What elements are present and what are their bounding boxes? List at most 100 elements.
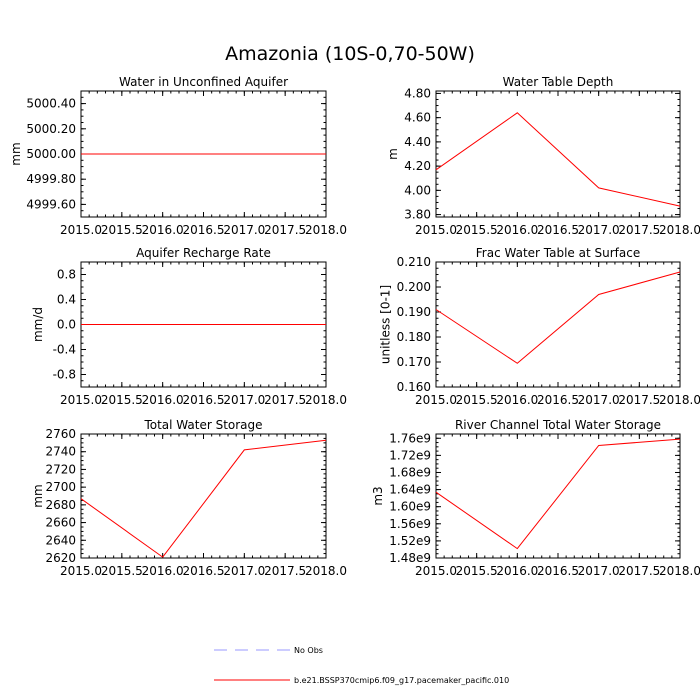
y-tick-label: 1.48e9 [389, 551, 431, 565]
y-tick-label: 4.60 [404, 111, 431, 125]
chart-panel-5: Total Water Storage2015.02015.52016.0201… [31, 418, 347, 578]
y-tick-label: 1.76e9 [389, 431, 431, 445]
x-tick-label: 2017.0 [578, 393, 620, 407]
x-tick-label: 2015.5 [456, 393, 498, 407]
x-tick-label: 2017.0 [578, 223, 620, 237]
y-tick-label: 1.72e9 [389, 448, 431, 462]
chart-panel-1: Water in Unconfined Aquifer2015.02015.52… [9, 75, 347, 237]
y-axis-label: m3 [371, 486, 385, 505]
chart-title: River Channel Total Water Storage [455, 418, 661, 432]
x-tick-label: 2015.5 [101, 393, 143, 407]
y-tick-label: 1.52e9 [389, 534, 431, 548]
x-tick-label: 2018.0 [659, 564, 700, 578]
chart-panel-3: Aquifer Recharge Rate2015.02015.52016.02… [31, 246, 347, 407]
y-tick-label: 4999.60 [26, 197, 76, 211]
y-tick-label: 4.40 [404, 135, 431, 149]
y-tick-label: 1.68e9 [389, 465, 431, 479]
plot-frame [435, 433, 681, 559]
y-tick-label: 2740 [45, 445, 76, 459]
x-tick-label: 2015.5 [456, 223, 498, 237]
chart-title: Frac Water Table at Surface [476, 246, 640, 260]
x-tick-label: 2016.0 [496, 223, 538, 237]
chart-title: Aquifer Recharge Rate [136, 246, 271, 260]
x-tick-label: 2017.5 [264, 223, 306, 237]
y-axis-label: mm/d [31, 307, 45, 342]
figure-title: Amazonia (10S-0,70-50W) [225, 43, 475, 65]
x-tick-label: 2015.5 [101, 564, 143, 578]
y-tick-label: 1.64e9 [389, 483, 431, 497]
y-tick-label: 2660 [45, 516, 76, 530]
y-tick-label: 2700 [45, 480, 76, 494]
y-axis-label: unitless [0-1] [379, 285, 393, 364]
x-tick-label: 2018.0 [659, 223, 700, 237]
y-tick-label: 0.170 [397, 355, 431, 369]
y-tick-label: 0.8 [57, 268, 76, 282]
y-tick-label: 4.00 [404, 183, 431, 197]
y-tick-label: 0.180 [397, 330, 431, 344]
legend-no-obs-label: No Obs [294, 646, 323, 655]
x-tick-label: 2015.0 [415, 393, 457, 407]
y-tick-label: 5000.20 [26, 122, 76, 136]
y-tick-label: 2680 [45, 498, 76, 512]
y-tick-label: 4.80 [404, 86, 431, 100]
x-tick-label: 2016.0 [142, 564, 184, 578]
x-tick-label: 2015.5 [456, 564, 498, 578]
y-tick-label: 2760 [45, 427, 76, 441]
y-tick-label: 0.190 [397, 305, 431, 319]
x-tick-label: 2017.0 [578, 564, 620, 578]
x-tick-label: 2017.5 [618, 564, 660, 578]
x-tick-label: 2015.0 [415, 564, 457, 578]
x-tick-label: 2015.0 [60, 393, 102, 407]
x-tick-label: 2017.5 [618, 223, 660, 237]
x-tick-label: 2015.0 [60, 564, 102, 578]
chart-panels: Water in Unconfined Aquifer2015.02015.52… [9, 75, 700, 578]
y-tick-label: -0.8 [53, 368, 76, 382]
y-axis-label: mm [31, 484, 45, 507]
chart-panel-6: River Channel Total Water Storage2015.02… [371, 418, 700, 578]
x-tick-label: 2018.0 [305, 564, 347, 578]
x-tick-label: 2015.0 [60, 223, 102, 237]
y-tick-label: 5000.00 [26, 147, 76, 161]
chart-panel-4: Frac Water Table at Surface2015.02015.52… [379, 246, 700, 407]
x-tick-label: 2016.5 [183, 393, 225, 407]
x-tick-label: 2015.5 [101, 223, 143, 237]
x-tick-label: 2015.0 [415, 223, 457, 237]
x-tick-label: 2016.5 [537, 223, 579, 237]
y-tick-label: 1.60e9 [389, 500, 431, 514]
x-tick-label: 2016.0 [142, 223, 184, 237]
x-tick-label: 2016.0 [496, 393, 538, 407]
x-tick-label: 2018.0 [305, 223, 347, 237]
y-tick-label: 2720 [45, 462, 76, 476]
legend: No Obs b.e21.BSSP370cmip6.f09_g17.pacema… [214, 646, 509, 685]
x-tick-label: 2016.5 [183, 564, 225, 578]
y-axis-label: m [386, 148, 400, 160]
x-tick-label: 2017.5 [264, 393, 306, 407]
y-tick-label: 4999.80 [26, 172, 76, 186]
x-tick-label: 2017.5 [264, 564, 306, 578]
y-tick-label: 2640 [45, 533, 76, 547]
series-line [435, 438, 681, 550]
y-tick-label: -0.4 [53, 343, 76, 357]
y-tick-label: 0.4 [57, 293, 76, 307]
plot-frame [80, 433, 327, 559]
y-tick-label: 1.56e9 [389, 517, 431, 531]
chart-title: Total Water Storage [143, 418, 262, 432]
y-tick-label: 0.200 [397, 280, 431, 294]
x-tick-label: 2018.0 [659, 393, 700, 407]
x-tick-label: 2017.0 [223, 393, 265, 407]
x-tick-label: 2016.5 [537, 393, 579, 407]
x-tick-label: 2017.0 [223, 564, 265, 578]
y-tick-label: 4.20 [404, 159, 431, 173]
x-tick-label: 2016.5 [183, 223, 225, 237]
y-axis-label: mm [9, 142, 23, 165]
y-tick-label: 3.80 [404, 208, 431, 222]
y-tick-label: 0.210 [397, 255, 431, 269]
x-tick-label: 2016.0 [496, 564, 538, 578]
series-line [435, 112, 681, 207]
x-tick-label: 2016.0 [142, 393, 184, 407]
chart-title: Water in Unconfined Aquifer [119, 75, 288, 89]
series-line [80, 439, 327, 558]
plot-frame [435, 261, 681, 388]
chart-panel-2: Water Table Depth 2015.02015.52016.02016.… [386, 75, 700, 237]
